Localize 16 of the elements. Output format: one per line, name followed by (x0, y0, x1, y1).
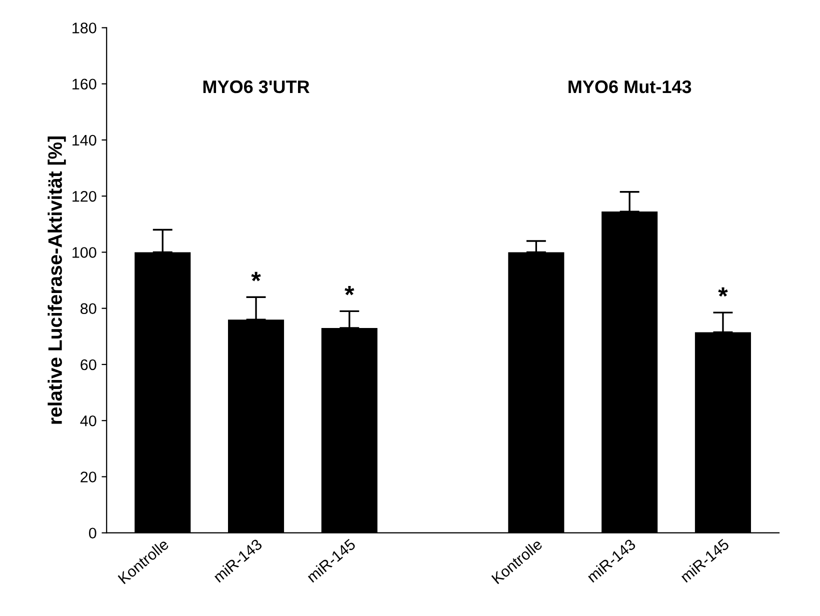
annotation: MYO6 Mut-143 (568, 80, 692, 94)
y-tick-label: 120 (72, 190, 96, 202)
annotation: MYO6 3'UTR (203, 80, 310, 94)
y-axis-title: relative Luciferase-Aktivität [%] (48, 136, 66, 424)
y-tick-label: 60 (80, 359, 96, 370)
y-tick-label: 80 (80, 303, 96, 314)
y-tick-label: 0 (88, 528, 96, 539)
y-tick-label: 20 (80, 472, 96, 482)
y-tick-label: 140 (72, 134, 96, 146)
y-tick-label: 180 (72, 22, 96, 34)
y-tick-label: 40 (80, 415, 96, 426)
data-label: * (718, 287, 728, 297)
data-label: * (251, 272, 261, 282)
data-label: * (344, 286, 354, 296)
y-tick-label: 100 (72, 247, 96, 258)
y-tick-label: 160 (72, 78, 96, 90)
